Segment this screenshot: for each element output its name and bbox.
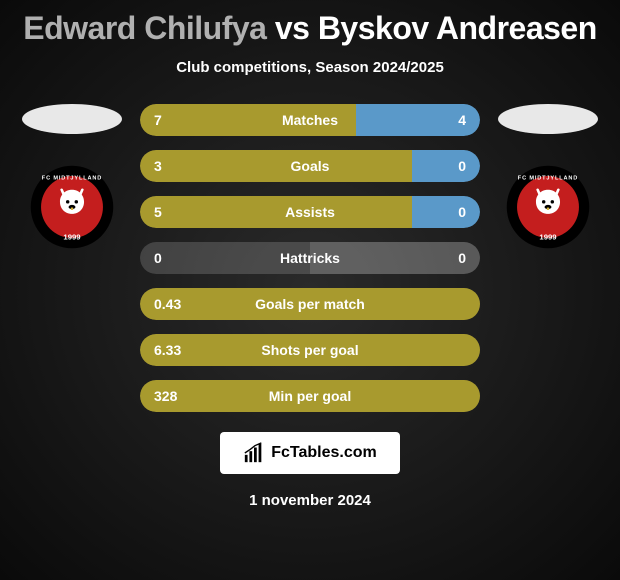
- chart-icon: [243, 442, 265, 464]
- stat-label: Goals: [140, 150, 480, 182]
- svg-text:1999: 1999: [63, 233, 81, 242]
- player2-name: Byskov Andreasen: [318, 10, 597, 46]
- watermark-text: FcTables.com: [271, 444, 377, 462]
- stat-label: Assists: [140, 196, 480, 228]
- svg-text:FC MIDTJYLLAND: FC MIDTJYLLAND: [42, 175, 102, 181]
- svg-text:FC MIDTJYLLAND: FC MIDTJYLLAND: [518, 175, 578, 181]
- left-side: FC MIDTJYLLAND 1999: [22, 104, 122, 250]
- player1-club-logo: FC MIDTJYLLAND 1999: [29, 164, 115, 250]
- vs-text: vs: [275, 10, 310, 46]
- stat-label: Hattricks: [140, 242, 480, 274]
- stat-row: 6.33Shots per goal: [140, 334, 480, 366]
- date-text: 1 november 2024: [0, 492, 620, 509]
- stat-label: Matches: [140, 104, 480, 136]
- stat-label: Shots per goal: [140, 334, 480, 366]
- right-side: FC MIDTJYLLAND 1999: [498, 104, 598, 250]
- subtitle: Club competitions, Season 2024/2025: [0, 59, 620, 76]
- player2-club-logo: FC MIDTJYLLAND 1999: [505, 164, 591, 250]
- stat-row: 00Hattricks: [140, 242, 480, 274]
- stat-row: 328Min per goal: [140, 380, 480, 412]
- player1-name: Edward Chilufya: [23, 10, 266, 46]
- watermark-badge: FcTables.com: [220, 432, 400, 474]
- stat-row: 50Assists: [140, 196, 480, 228]
- comparison-content: FC MIDTJYLLAND 1999 74Matches 30Goals 50As…: [0, 104, 620, 412]
- stat-label: Goals per match: [140, 288, 480, 320]
- stat-row: 30Goals: [140, 150, 480, 182]
- stat-bars: 74Matches 30Goals 50Assists 00Hattricks 0.43…: [140, 104, 480, 412]
- svg-text:1999: 1999: [539, 233, 557, 242]
- stat-label: Min per goal: [140, 380, 480, 412]
- stat-row: 74Matches: [140, 104, 480, 136]
- title: Edward Chilufya vs Byskov Andreasen: [0, 0, 620, 47]
- stat-row: 0.43Goals per match: [140, 288, 480, 320]
- player1-silhouette: [22, 104, 122, 134]
- player2-silhouette: [498, 104, 598, 134]
